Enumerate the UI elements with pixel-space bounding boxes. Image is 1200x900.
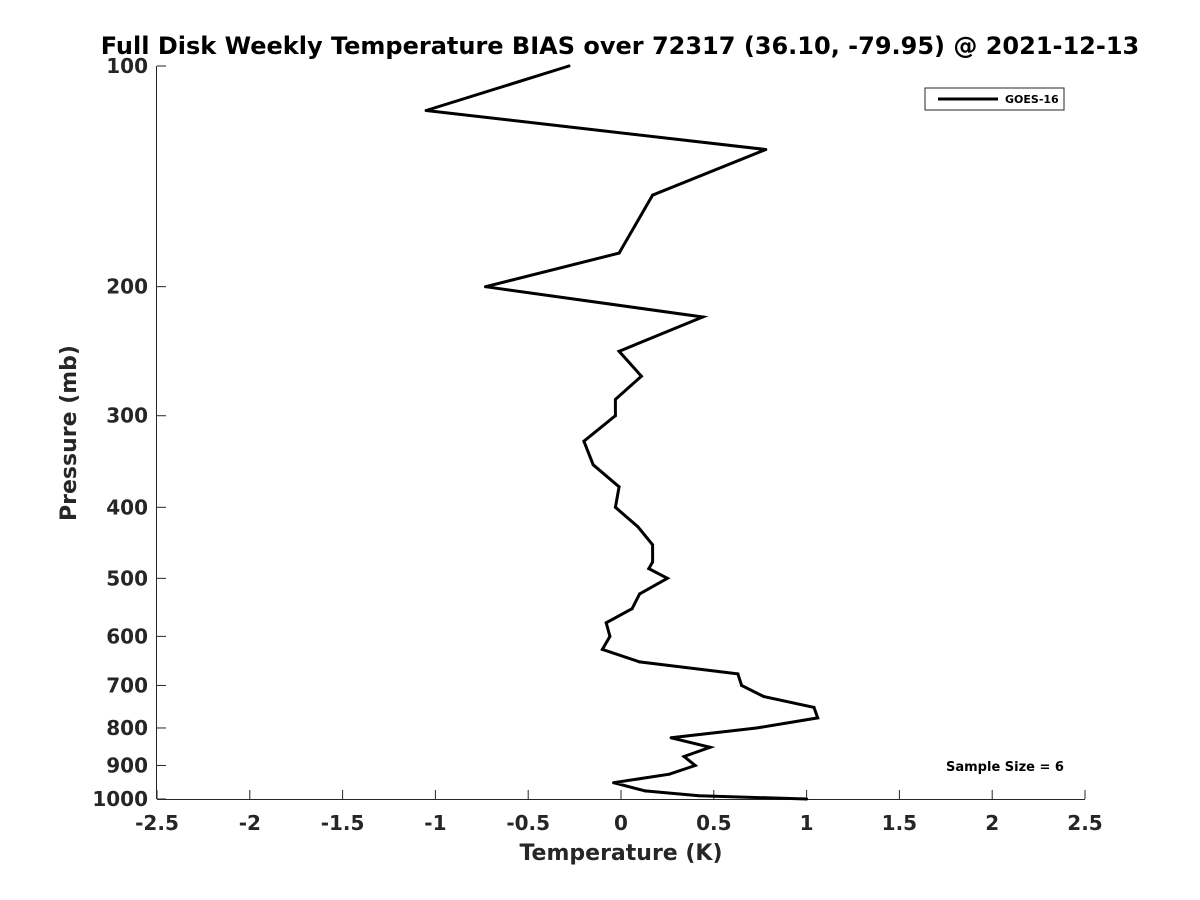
y-tick-label: 1000 [92, 787, 148, 811]
data-point [651, 560, 655, 564]
data-point [701, 315, 705, 319]
chart-title: Full Disk Weekly Temperature BIAS over 7… [101, 32, 1140, 60]
data-point [612, 781, 616, 785]
plot-area [157, 66, 1085, 799]
series-line-goes-16 [425, 64, 820, 801]
data-point [708, 745, 712, 749]
data-point [682, 755, 686, 758]
y-axis-ticks: 100 200 300 400 500 600 700 800 900 1000 [92, 54, 166, 811]
data-point [582, 439, 586, 443]
y-tick-label: 900 [106, 753, 148, 777]
x-tick-label: 2.5 [1067, 811, 1102, 835]
data-point [613, 414, 617, 418]
x-tick-label: 1.5 [882, 811, 917, 835]
y-axis-label: Pressure (mb) [57, 345, 82, 521]
x-tick-label: -1 [424, 811, 446, 835]
data-point [630, 607, 634, 611]
data-point [762, 695, 766, 699]
data-point [693, 764, 697, 767]
data-point [638, 592, 642, 596]
data-point [484, 285, 487, 289]
data-point [647, 567, 651, 571]
data-point [651, 193, 655, 197]
data-point [636, 525, 640, 529]
data-point [591, 463, 595, 467]
data-point [665, 576, 669, 580]
data-point [697, 794, 701, 798]
x-tick-label: -2 [239, 811, 261, 835]
x-tick-label: 2 [985, 811, 999, 835]
y-tick-label: 300 [106, 404, 148, 428]
data-point [604, 621, 608, 625]
data-point [600, 647, 604, 651]
data-point [608, 634, 612, 638]
data-point [638, 660, 642, 664]
data-point [740, 684, 744, 687]
y-tick-label: 600 [106, 624, 148, 648]
data-point [805, 797, 809, 801]
x-tick-label: 1 [800, 811, 814, 835]
y-tick-label: 100 [106, 54, 148, 78]
legend: GOES-16 [924, 87, 1065, 111]
data-point [643, 789, 647, 793]
data-point [639, 374, 643, 378]
x-tick-label: -2.5 [135, 811, 179, 835]
data-point [755, 726, 758, 730]
y-tick-label: 500 [106, 566, 148, 590]
data-point [816, 716, 820, 720]
data-point [736, 672, 740, 676]
y-tick-label: 800 [106, 716, 148, 740]
sample-size-annotation: Sample Size = 6 [946, 760, 1064, 775]
x-axis-ticks: -2.5 -2 -1.5 -1 -0.5 0 0.5 1 1.5 2 2.5 [135, 790, 1103, 835]
data-point [669, 736, 673, 740]
data-point [667, 772, 671, 776]
series-group [424, 64, 820, 801]
x-tick-label: -0.5 [506, 811, 550, 835]
data-point [613, 505, 617, 509]
y-tick-label: 200 [106, 275, 148, 299]
data-point [651, 543, 655, 547]
legend-label-goes-16: GOES-16 [1005, 93, 1059, 106]
data-point [613, 397, 617, 401]
data-point [424, 109, 428, 112]
data-point [567, 64, 571, 68]
data-point [617, 251, 621, 255]
x-tick-label: 0.5 [696, 811, 731, 835]
y-tick-label: 400 [106, 495, 148, 519]
data-point [812, 705, 816, 709]
y-tick-label: 700 [106, 673, 148, 697]
data-point [764, 148, 768, 151]
x-tick-label: -1.5 [321, 811, 365, 835]
x-tick-label: 0 [614, 811, 628, 835]
data-point [617, 349, 621, 353]
data-point [617, 485, 621, 489]
x-axis-label: Temperature (K) [519, 841, 722, 866]
